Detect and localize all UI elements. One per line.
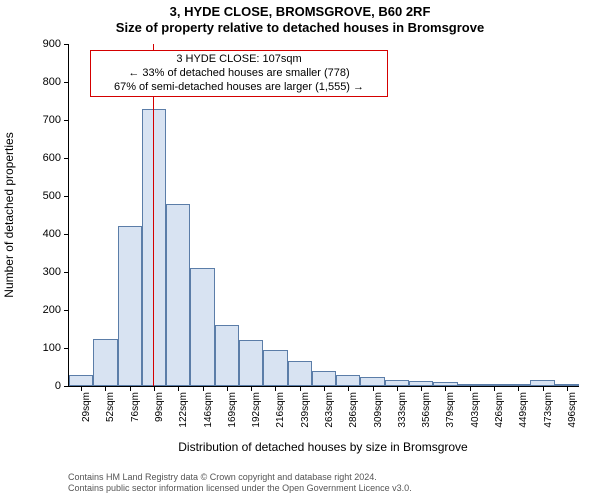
histogram-bar xyxy=(69,375,93,386)
x-tick-label: 76sqm xyxy=(130,392,141,422)
x-tick-label: 29sqm xyxy=(81,392,92,422)
y-tick-label: 100 xyxy=(43,342,69,354)
x-tick-label: 333sqm xyxy=(397,392,408,428)
x-tick-label: 449sqm xyxy=(518,392,529,428)
y-tick-label: 700 xyxy=(43,114,69,126)
x-tick-label: 99sqm xyxy=(154,392,165,422)
info-box: 3 HYDE CLOSE: 107sqm← 33% of detached ho… xyxy=(90,50,388,97)
histogram-bar xyxy=(239,340,263,386)
x-tick-label: 122sqm xyxy=(178,392,189,428)
y-tick-label: 800 xyxy=(43,76,69,88)
x-tick-label: 286sqm xyxy=(348,392,359,428)
histogram-bar xyxy=(190,268,214,386)
x-tick-label: 239sqm xyxy=(300,392,311,428)
x-tick-label: 496sqm xyxy=(567,392,578,428)
y-axis-label: Number of detached properties xyxy=(2,132,16,297)
x-tick-label: 403sqm xyxy=(470,392,481,428)
y-tick-label: 0 xyxy=(55,380,69,392)
histogram-bar xyxy=(482,384,506,386)
histogram-bar xyxy=(166,204,190,386)
x-tick-label: 216sqm xyxy=(275,392,286,428)
x-tick-label: 473sqm xyxy=(543,392,554,428)
y-tick-label: 500 xyxy=(43,190,69,202)
chart-container: 3, HYDE CLOSE, BROMSGROVE, B60 2RF Size … xyxy=(0,0,600,500)
histogram-bar xyxy=(93,339,117,387)
attribution: Contains HM Land Registry data © Crown c… xyxy=(68,472,412,495)
title-line-2: Size of property relative to detached ho… xyxy=(0,20,600,36)
histogram-bar xyxy=(506,384,530,386)
histogram-bar xyxy=(336,375,360,386)
info-box-line: ← 33% of detached houses are smaller (77… xyxy=(97,67,381,81)
x-tick-label: 263sqm xyxy=(324,392,335,428)
histogram-bar xyxy=(215,325,239,386)
y-tick-label: 900 xyxy=(43,38,69,50)
histogram-bar xyxy=(385,380,409,386)
histogram-bar xyxy=(312,371,336,386)
x-tick-label: 379sqm xyxy=(445,392,456,428)
x-axis-label: Distribution of detached houses by size … xyxy=(68,440,578,454)
histogram-bar xyxy=(555,384,579,386)
histogram-bar xyxy=(288,361,312,386)
y-tick-label: 400 xyxy=(43,228,69,240)
x-tick-label: 356sqm xyxy=(421,392,432,428)
histogram-bar xyxy=(118,226,142,386)
y-tick-label: 300 xyxy=(43,266,69,278)
x-tick-label: 426sqm xyxy=(494,392,505,428)
y-tick-label: 600 xyxy=(43,152,69,164)
x-tick-label: 52sqm xyxy=(105,392,116,422)
histogram-bar xyxy=(433,382,457,386)
chart-title: 3, HYDE CLOSE, BROMSGROVE, B60 2RF Size … xyxy=(0,4,600,35)
y-tick-label: 200 xyxy=(43,304,69,316)
histogram-bar xyxy=(360,377,384,387)
title-line-1: 3, HYDE CLOSE, BROMSGROVE, B60 2RF xyxy=(0,4,600,20)
x-tick-label: 146sqm xyxy=(203,392,214,428)
attribution-line-2: Contains public sector information licen… xyxy=(68,483,412,494)
histogram-bar xyxy=(409,381,433,386)
attribution-line-1: Contains HM Land Registry data © Crown c… xyxy=(68,472,412,483)
x-tick-label: 169sqm xyxy=(227,392,238,428)
x-tick-label: 309sqm xyxy=(373,392,384,428)
info-box-line: 67% of semi-detached houses are larger (… xyxy=(97,81,381,95)
histogram-bar xyxy=(458,384,482,386)
histogram-bar xyxy=(530,380,554,386)
histogram-bar xyxy=(263,350,287,386)
x-tick-label: 192sqm xyxy=(251,392,262,428)
info-box-line: 3 HYDE CLOSE: 107sqm xyxy=(97,53,381,67)
